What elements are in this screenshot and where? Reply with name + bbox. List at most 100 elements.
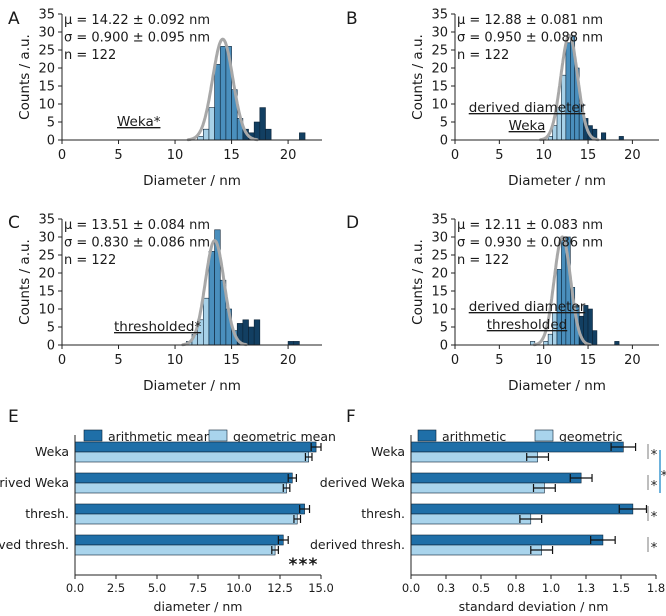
method-label: derived diameter <box>469 100 586 116</box>
significance-markers-e: * * * <box>289 555 318 575</box>
y-tick-label: 30 <box>431 26 448 41</box>
x-tick-label: 5 <box>114 353 122 368</box>
histogram-bar <box>248 326 255 346</box>
y-tick-label: 0 <box>440 134 448 149</box>
y-tick-label: 10 <box>431 303 448 318</box>
category-label: thresh. <box>25 506 69 521</box>
y-axis-label: Counts / a.u. <box>410 34 426 120</box>
x-axis-label: Diameter / nm <box>508 173 606 189</box>
x-tick-label: 5 <box>495 353 503 368</box>
significance-asterisk: * <box>651 479 658 494</box>
histogram-bar <box>543 341 549 346</box>
x-tick-label: 0 <box>451 148 459 163</box>
x-tick-label: 15.0 <box>308 581 334 595</box>
y-tick-label: 35 <box>431 8 448 23</box>
y-tick-label: 10 <box>38 303 55 318</box>
x-tick-label: 1.0 <box>542 581 560 595</box>
histogram-bar <box>299 132 306 141</box>
x-tick-label: 15 <box>223 148 240 163</box>
histogram-bar <box>293 341 300 346</box>
x-tick-label: 0 <box>58 353 66 368</box>
y-axis-label: Counts / a.u. <box>17 34 33 120</box>
x-tick-label: 10.0 <box>226 581 252 595</box>
method-label: Weka <box>509 118 546 134</box>
y-tick-label: 25 <box>38 44 55 59</box>
legend-swatch <box>83 429 103 442</box>
category-label: derived thresh. <box>0 537 69 552</box>
x-tick-label: 5 <box>114 148 122 163</box>
x-tick-label: 20 <box>624 353 641 368</box>
x-tick-label: 15 <box>580 353 597 368</box>
significance-asterisk: * <box>299 555 308 575</box>
y-tick-label: 5 <box>47 321 55 336</box>
x-tick-label: 7.5 <box>189 581 207 595</box>
bar-arithmetic <box>410 472 582 484</box>
x-tick-label: 0 <box>451 353 459 368</box>
x-tick-label: 15 <box>580 148 597 163</box>
fit-statistic: σ = 0.900 ± 0.095 nm <box>64 31 210 46</box>
gaussian-fit-curve <box>532 235 592 347</box>
y-tick-label: 15 <box>431 80 448 95</box>
x-axis-label: Diameter / nm <box>143 173 241 189</box>
x-tick-label: 0.0 <box>402 581 420 595</box>
significance-asterisk: * <box>651 510 658 525</box>
y-tick-label: 30 <box>38 26 55 41</box>
histogram-panel-a: A 0 5 10 15 20 0 5 10 15 20 25 30 35 Diameter / nm Coun… <box>8 8 322 189</box>
method-label: Weka* <box>117 114 161 130</box>
bar-geometric <box>74 482 287 494</box>
y-tick-label: 10 <box>38 98 55 113</box>
histogram-panel-b: B 0 5 10 15 20 0 5 10 15 20 25 30 35 Diameter / nm Coun… <box>346 8 659 189</box>
histogram-panel-c: C 0 5 10 15 20 0 5 10 15 20 25 30 35 Diameter / nm Coun… <box>8 213 322 394</box>
method-label: derived diameter <box>469 299 586 315</box>
panel-letter: D <box>346 213 359 233</box>
bar-geometric <box>74 544 276 556</box>
legend-swatch <box>417 429 437 442</box>
x-axis-label: Diameter / nm <box>143 378 241 394</box>
bar-arithmetic <box>410 534 604 546</box>
x-axis-label: Diameter / nm <box>508 378 606 394</box>
x-tick-label: 20 <box>280 353 297 368</box>
legend-entry: arithmetic <box>442 429 506 444</box>
significance-asterisk: * <box>651 541 658 556</box>
x-tick-label: 10 <box>167 148 184 163</box>
category-label: derived Weka <box>320 475 405 490</box>
y-tick-label: 35 <box>431 213 448 228</box>
histogram-bar <box>208 107 215 141</box>
bar-arithmetic <box>74 441 317 453</box>
bar-geometric <box>74 451 309 463</box>
method-label: thresholded* <box>114 319 201 335</box>
y-tick-label: 30 <box>38 231 55 246</box>
bar-geometric <box>410 544 542 556</box>
significance-asterisk: * <box>661 469 666 484</box>
legend-swatch <box>208 429 228 442</box>
bar-arithmetic <box>74 534 284 546</box>
y-tick-label: 20 <box>431 62 448 77</box>
y-tick-label: 25 <box>38 249 55 264</box>
significance-markers-f: ***** <box>647 444 666 556</box>
histogram-bar <box>601 132 607 141</box>
histogram-bar <box>565 42 571 141</box>
histogram-bar <box>287 341 295 346</box>
fit-statistic: n = 122 <box>457 48 509 63</box>
y-tick-label: 20 <box>38 62 55 77</box>
category-label: thresh. <box>361 506 405 521</box>
y-tick-label: 0 <box>47 339 55 354</box>
y-tick-label: 35 <box>38 8 55 23</box>
fit-statistic: μ = 12.88 ± 0.081 nm <box>457 13 603 28</box>
category-label: derived Weka <box>0 475 69 490</box>
histogram-panel-d: D 0 5 10 15 20 0 5 10 15 20 25 30 35 Diameter / nm Coun… <box>346 213 659 394</box>
x-tick-label: 1.5 <box>612 581 630 595</box>
panel-letter: C <box>8 213 20 233</box>
bar-geometric <box>410 482 545 494</box>
method-label: thresholded <box>487 317 567 333</box>
panel-letter: E <box>8 407 19 427</box>
y-tick-label: 0 <box>440 339 448 354</box>
x-axis-label: diameter / nm <box>154 599 243 614</box>
histogram-bar <box>265 128 272 141</box>
fit-statistic: n = 122 <box>64 48 116 63</box>
histogram-bar <box>203 297 210 346</box>
fit-statistic: μ = 12.11 ± 0.083 nm <box>457 218 603 233</box>
y-axis-label: Counts / a.u. <box>410 239 426 325</box>
